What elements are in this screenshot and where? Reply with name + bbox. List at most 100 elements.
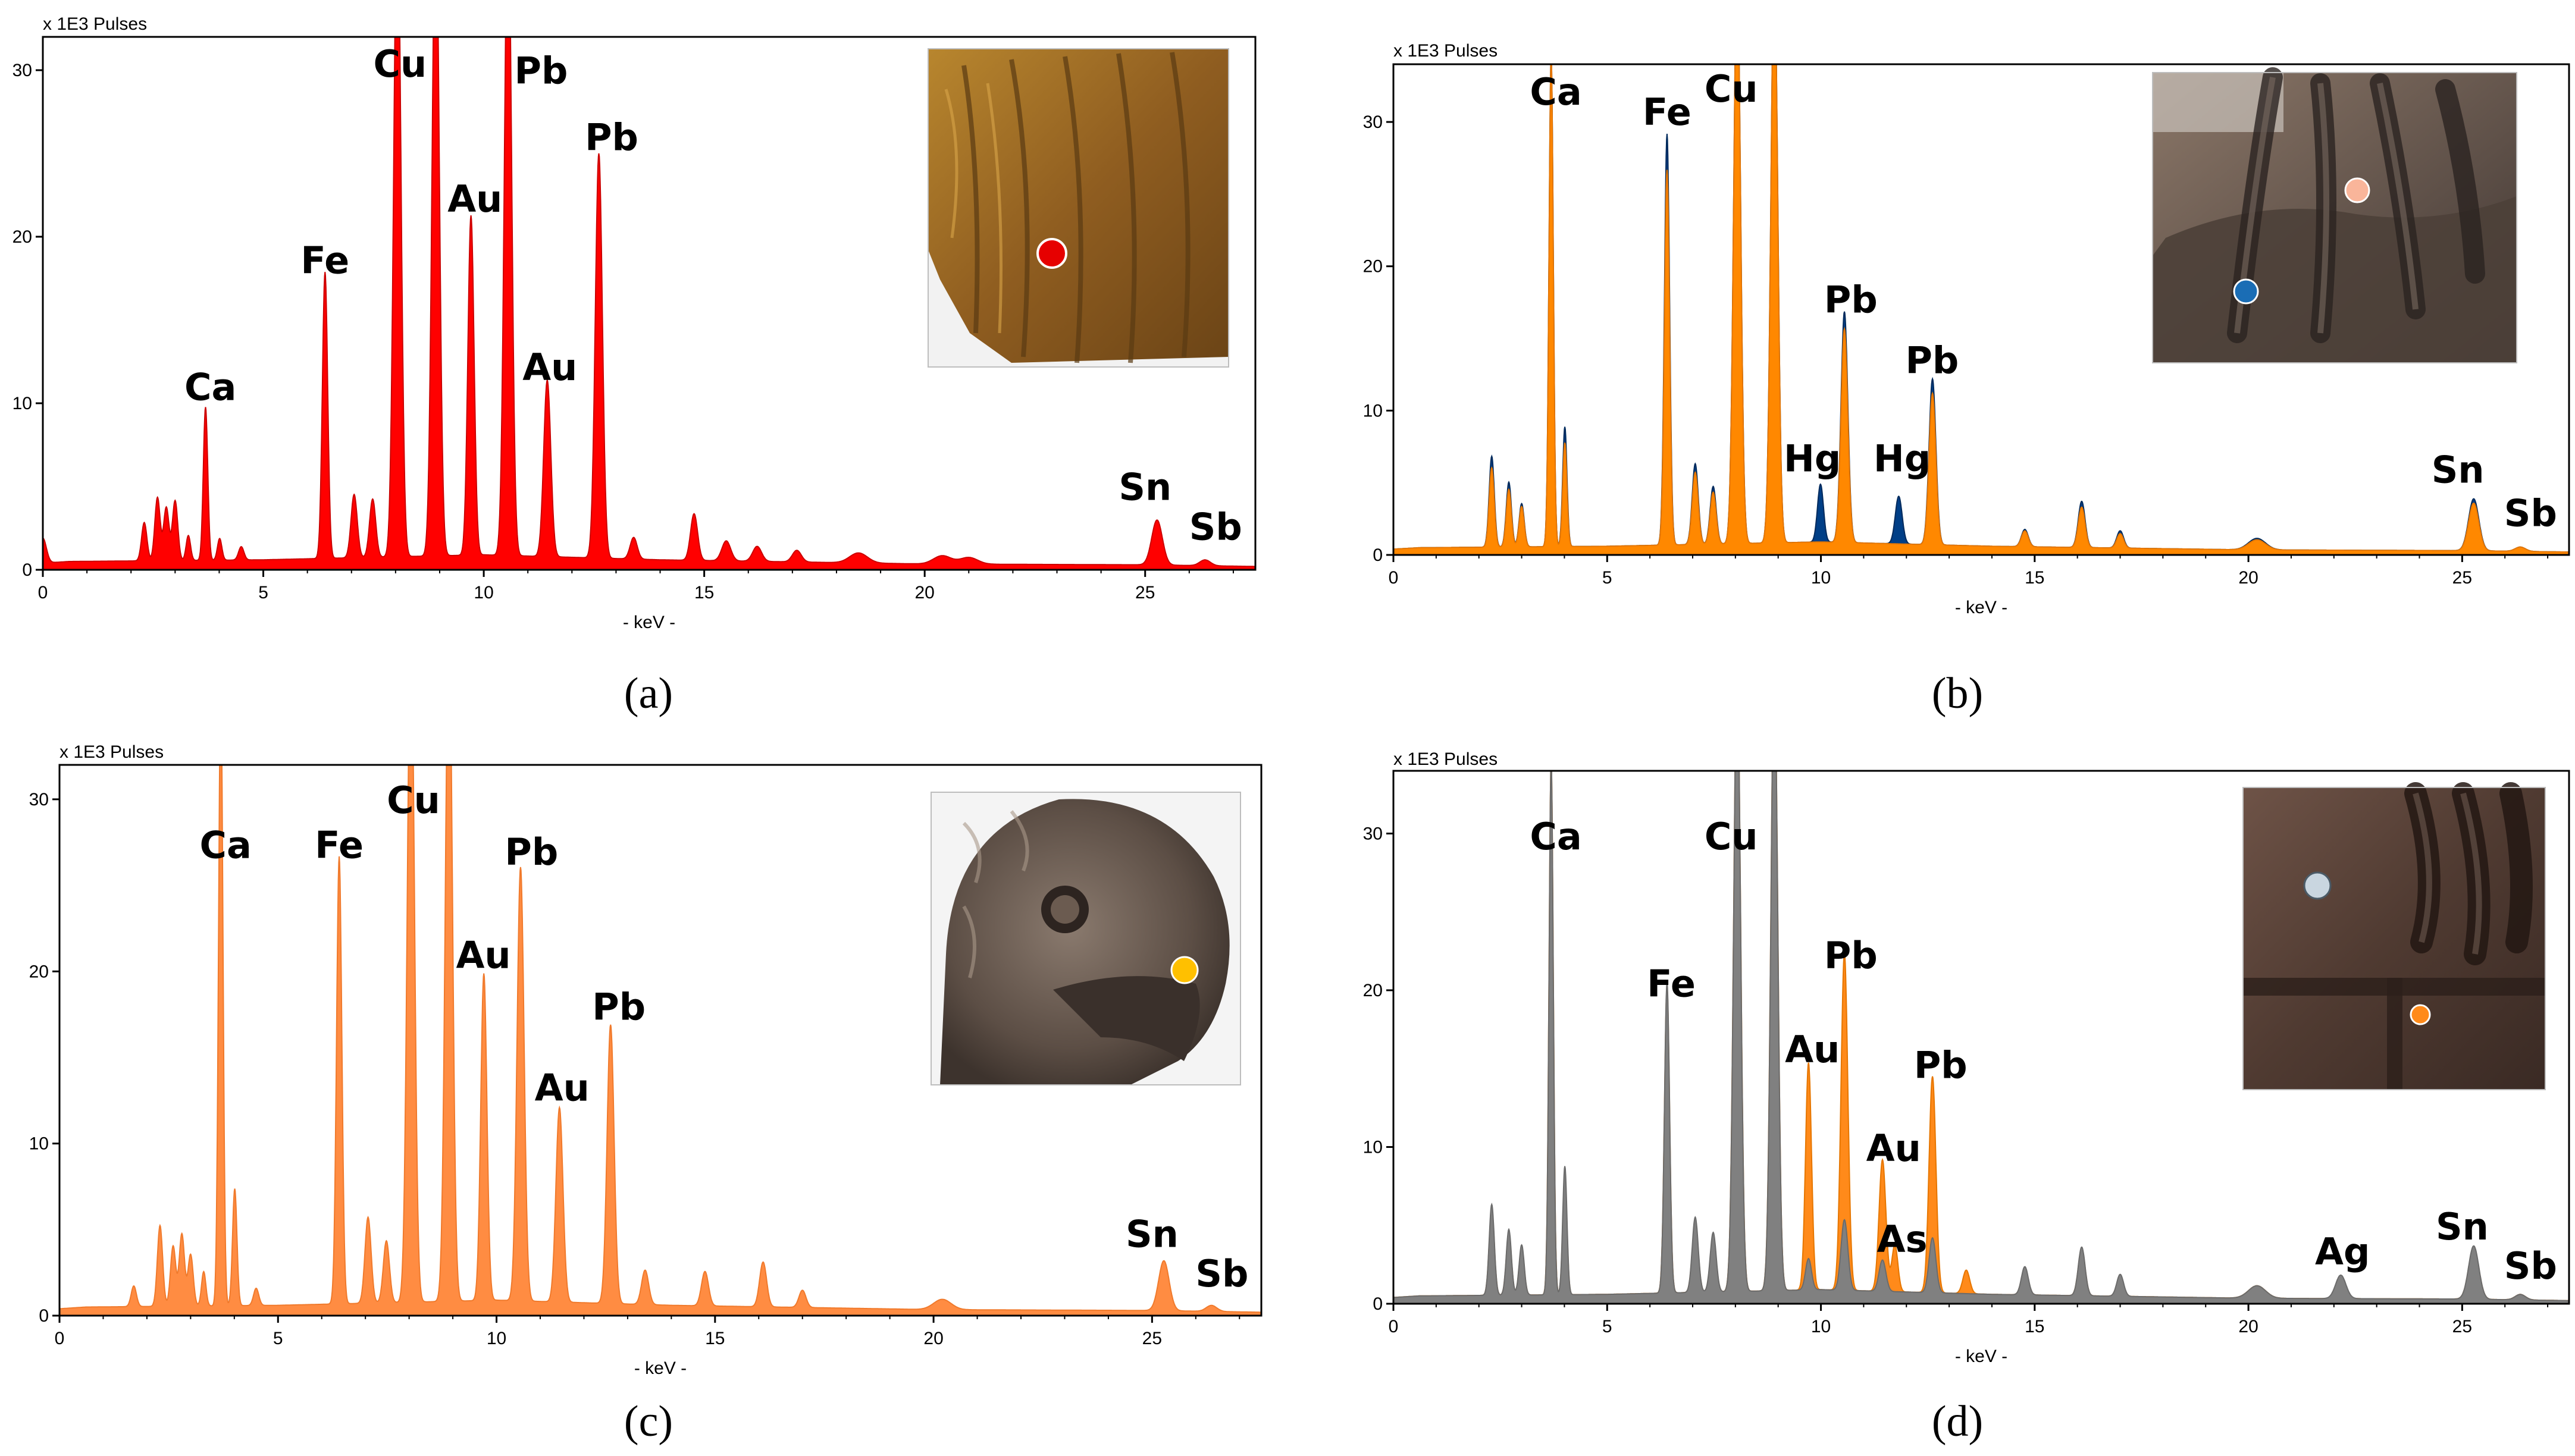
peak-label-sb: Sb — [2504, 491, 2557, 535]
x-axis-label: - keV - — [623, 613, 675, 632]
x-axis-label: - keV - — [1955, 598, 2007, 617]
x-tick-label: 0 — [1389, 1317, 1399, 1336]
y-unit-label: x 1E3 Pulses — [43, 14, 147, 34]
caption-a: (a) — [624, 669, 673, 718]
spectrum-series-d-2 — [1393, 771, 2569, 1304]
peak-label-cu: Cu — [1705, 815, 1758, 858]
peak-label-ca: Ca — [199, 823, 251, 867]
sample-marker-light-blue — [2303, 871, 2332, 900]
sample-marker-red — [1036, 238, 1067, 269]
x-tick-label: 5 — [1602, 1317, 1612, 1336]
caption-c: (c) — [624, 1397, 673, 1446]
peak-label-sb: Sb — [1195, 1252, 1248, 1295]
spectrum-series-c-1 — [59, 765, 1261, 1316]
plot-frame — [1392, 770, 2570, 1305]
sample-photo-eagle-head — [931, 792, 1241, 1085]
peak-label-ag: Ag — [2315, 1230, 2370, 1273]
peak-label-ca: Ca — [1530, 815, 1581, 858]
y-tick-label: 10 — [1363, 1137, 1383, 1157]
y-tick-label: 20 — [12, 227, 32, 247]
x-tick-label: 10 — [487, 1329, 506, 1348]
x-tick-label: 20 — [2238, 568, 2258, 588]
y-tick-label: 30 — [29, 790, 49, 809]
panel-a: x 1E3 Pulses Ca Fe Cu Pb Au Pb Au Sn Sb 0 5 10 15 20… — [0, 0, 1309, 728]
peak-label-cu: Cu — [373, 42, 427, 86]
spectrum-series-a-1 — [43, 37, 1255, 570]
y-tick-label: 0 — [39, 1306, 49, 1326]
y-tick-label: 30 — [12, 61, 32, 80]
sample-photo-claws — [2152, 67, 2517, 363]
spectrum-chart-d: x 1E3 Pulses Ca Cu Fe Pb Au Pb Au As Ag Sn Sb 0 5 10… — [1363, 749, 2570, 1446]
x-tick-label: 0 — [38, 583, 48, 603]
spectrum-series-b-2 — [1393, 64, 2569, 555]
y-unit-label: x 1E3 Pulses — [1393, 749, 1498, 769]
peak-label-pb: Pb — [1914, 1044, 1968, 1087]
peak-label-hg: Hg — [1874, 437, 1931, 480]
x-tick-label: 5 — [273, 1329, 283, 1348]
x-tick-label: 20 — [923, 1329, 943, 1348]
x-tick-label: 5 — [1602, 568, 1612, 588]
plot-frame — [42, 36, 1257, 571]
peak-label-fe: Fe — [315, 823, 364, 867]
y-tick-label: 30 — [1363, 824, 1383, 843]
spectrum-chart-a: x 1E3 Pulses Ca Fe Cu Pb Au Pb Au Sn Sb 0 5 10 15 20… — [12, 14, 1257, 718]
peak-label-pb: Pb — [592, 985, 646, 1028]
x-tick-label: 15 — [2025, 568, 2044, 588]
y-tick-label: 0 — [1373, 545, 1383, 565]
x-tick-label: 25 — [1135, 583, 1155, 603]
peak-label-sn: Sn — [1119, 465, 1171, 509]
peak-label-hg: Hg — [1784, 437, 1841, 480]
peak-label-ca: Ca — [1530, 70, 1581, 114]
x-tick-label: 15 — [694, 583, 714, 603]
peak-label-au: Au — [456, 933, 510, 977]
peak-label-pb: Pb — [585, 115, 638, 159]
peak-label-pb: Pb — [1824, 278, 1878, 321]
peak-label-au: Au — [1785, 1028, 1840, 1071]
peak-label-fe: Fe — [1643, 90, 1691, 134]
panel-b: x 1E3 Pulses Ca Fe Cu Pb Hg Hg Pb Sn Sb 0 5 10 15 20… — [1309, 0, 2575, 728]
x-axis-label: - keV - — [1955, 1347, 2007, 1366]
y-unit-label: x 1E3 Pulses — [1393, 41, 1498, 61]
peak-label-fe: Fe — [300, 239, 349, 283]
peak-label-au: Au — [522, 346, 577, 389]
peak-label-cu: Cu — [1705, 67, 1758, 111]
x-tick-label: 25 — [1142, 1329, 1162, 1348]
x-tick-label: 15 — [2025, 1317, 2044, 1336]
sample-marker-pink — [2344, 177, 2370, 203]
spectrum-chart-b: x 1E3 Pulses Ca Fe Cu Pb Hg Hg Pb Sn Sb 0 5 10 15 20… — [1363, 41, 2570, 718]
peak-label-sn: Sn — [2436, 1205, 2489, 1248]
panel-c: x 1E3 Pulses Ca Fe Cu Pb Au Pb Au Sn Sb 0 5 10 15 20… — [0, 728, 1309, 1456]
x-tick-label: 5 — [258, 583, 268, 603]
x-axis-label: - keV - — [634, 1358, 687, 1378]
peak-label-sb: Sb — [2504, 1244, 2557, 1288]
peak-label-sb: Sb — [1189, 506, 1242, 549]
sample-marker-blue — [2233, 278, 2259, 305]
y-tick-label: 0 — [1373, 1294, 1383, 1314]
y-tick-label: 20 — [29, 962, 49, 981]
panel-d: x 1E3 Pulses Ca Cu Fe Pb Au Pb Au As Ag Sn Sb 0 5 10… — [1309, 728, 2575, 1456]
caption-b: (b) — [1932, 669, 1983, 718]
x-tick-label: 10 — [1811, 568, 1831, 588]
peak-label-fe: Fe — [1647, 962, 1696, 1005]
x-tick-label: 20 — [2238, 1317, 2258, 1336]
peak-label-pb: Pb — [1824, 934, 1878, 977]
y-tick-label: 0 — [22, 560, 32, 580]
peak-label-au: Au — [447, 177, 502, 221]
y-tick-label: 30 — [1363, 112, 1383, 132]
peak-label-pb: Pb — [505, 830, 558, 874]
x-tick-label: 25 — [2452, 568, 2472, 588]
x-tick-label: 25 — [2452, 1317, 2472, 1336]
peak-label-au: Au — [1866, 1126, 1921, 1170]
sample-photo-base — [2242, 782, 2546, 1090]
peak-label-pb: Pb — [515, 49, 568, 92]
y-tick-label: 10 — [1363, 401, 1383, 421]
x-tick-label: 10 — [474, 583, 493, 603]
plot-frame — [1392, 63, 2570, 556]
sample-marker-yellow — [1170, 956, 1199, 984]
peak-label-au: Au — [535, 1066, 590, 1109]
peak-label-sn: Sn — [2432, 448, 2485, 492]
peak-label-as: As — [1877, 1217, 1928, 1261]
sample-photo-wing — [928, 48, 1229, 368]
y-tick-label: 10 — [29, 1134, 49, 1154]
